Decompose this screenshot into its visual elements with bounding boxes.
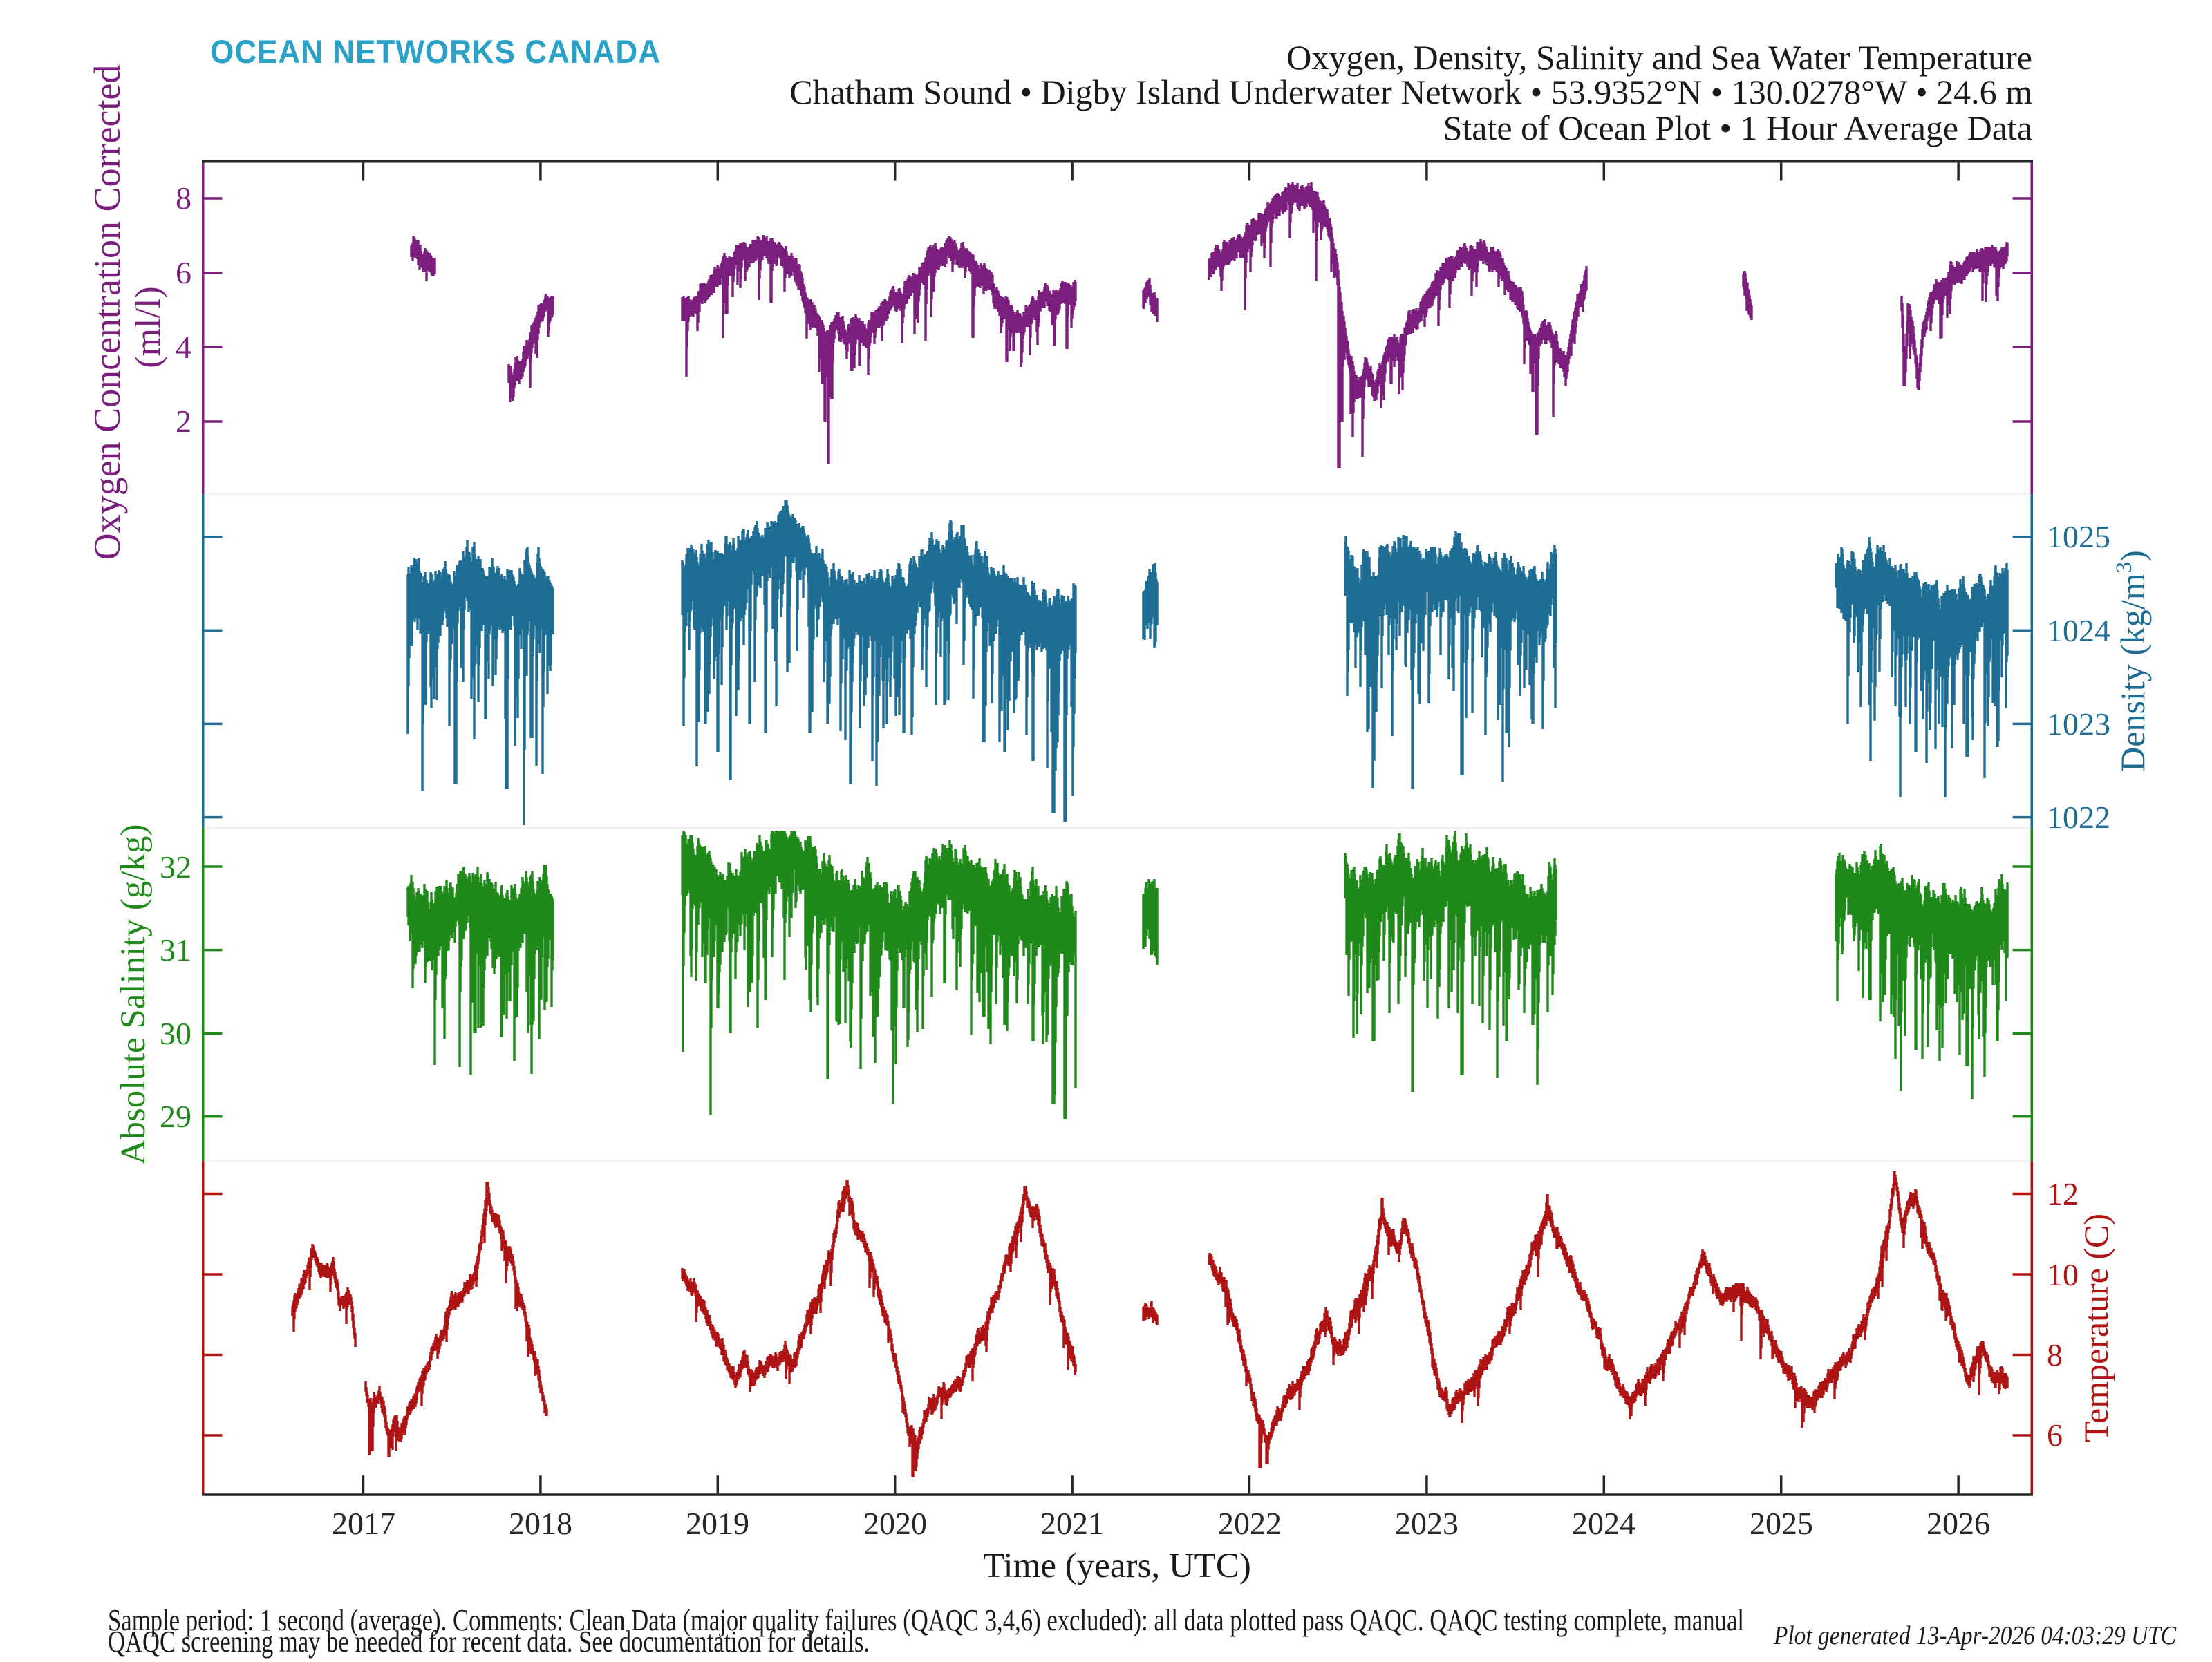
svg-text:31: 31: [160, 932, 191, 967]
svg-text:1022: 1022: [2047, 800, 2110, 835]
svg-text:2018: 2018: [509, 1506, 572, 1541]
svg-text:(ml/l): (ml/l): [129, 286, 168, 368]
svg-text:32: 32: [160, 849, 191, 885]
svg-text:2023: 2023: [1395, 1506, 1459, 1541]
svg-text:8: 8: [2047, 1337, 2063, 1372]
svg-text:2: 2: [176, 404, 191, 439]
svg-text:QAQC screening may be needed f: QAQC screening may be needed for recent …: [108, 1625, 870, 1659]
svg-text:12: 12: [2047, 1176, 2079, 1211]
svg-text:2025: 2025: [1750, 1506, 1813, 1541]
svg-text:2017: 2017: [332, 1506, 395, 1541]
svg-text:1023: 1023: [2047, 706, 2110, 742]
svg-text:Oxygen, Density, Salinity and: Oxygen, Density, Salinity and Sea Water …: [1286, 38, 2032, 77]
svg-text:1024: 1024: [2047, 613, 2110, 648]
svg-text:Sample period: 1 second (avera: Sample period: 1 second (average). Comme…: [108, 1603, 1744, 1637]
svg-text:Oxygen Concentration Corrected: Oxygen Concentration Corrected: [86, 65, 128, 560]
svg-text:2021: 2021: [1040, 1506, 1104, 1541]
svg-text:Chatham Sound • Digby Island U: Chatham Sound • Digby Island Underwater …: [789, 73, 2032, 111]
svg-text:OCEAN NETWORKS CANADA: OCEAN NETWORKS CANADA: [210, 33, 661, 70]
svg-text:6: 6: [2047, 1417, 2063, 1453]
svg-text:10: 10: [2047, 1257, 2079, 1292]
svg-text:Plot generated 13-Apr-2026 04:: Plot generated 13-Apr-2026 04:03:29 UTC: [1773, 1621, 2176, 1650]
svg-text:Temperature (C): Temperature (C): [2077, 1214, 2115, 1442]
svg-text:2020: 2020: [863, 1506, 927, 1541]
svg-text:2026: 2026: [1927, 1506, 1990, 1541]
svg-text:State of Ocean Plot • 1 Hour A: State of Ocean Plot • 1 Hour Average Dat…: [1443, 108, 2032, 147]
svg-text:Density (kg/m3): Density (kg/m3): [2112, 550, 2152, 772]
svg-text:29: 29: [160, 1099, 191, 1134]
svg-text:Absolute Salinity (g/kg): Absolute Salinity (g/kg): [114, 824, 153, 1165]
svg-text:30: 30: [160, 1016, 191, 1051]
svg-text:2024: 2024: [1572, 1506, 1635, 1541]
svg-text:4: 4: [176, 330, 191, 365]
svg-text:6: 6: [176, 255, 191, 290]
svg-text:2022: 2022: [1218, 1506, 1282, 1541]
svg-text:2019: 2019: [686, 1506, 749, 1541]
svg-text:8: 8: [176, 180, 191, 216]
svg-text:1025: 1025: [2047, 519, 2110, 554]
svg-text:Time (years, UTC): Time (years, UTC): [983, 1547, 1251, 1585]
